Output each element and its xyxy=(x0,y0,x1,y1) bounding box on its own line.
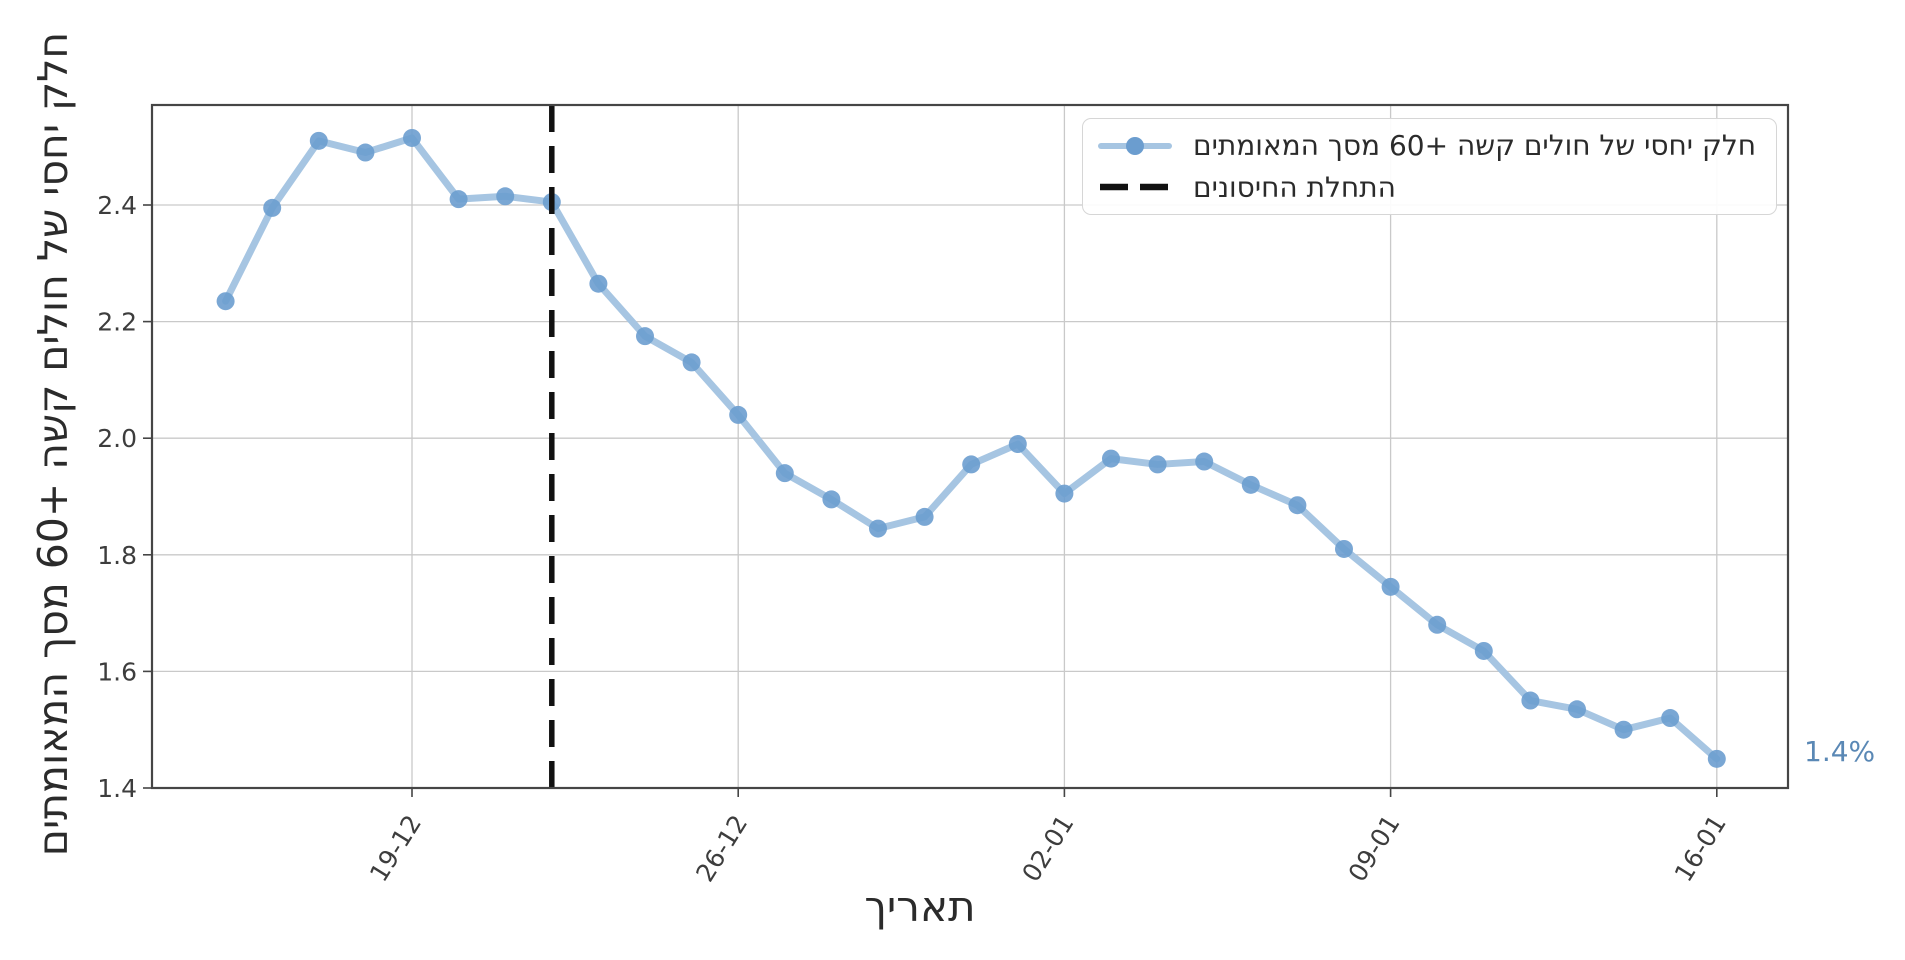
data-point xyxy=(1241,475,1260,494)
data-point xyxy=(1288,496,1307,515)
data-point xyxy=(1614,720,1633,739)
data-point xyxy=(915,507,934,526)
x-tick-label: 26-12 xyxy=(690,810,753,887)
data-point xyxy=(1055,484,1074,503)
plot-border xyxy=(150,103,1790,790)
legend: חלק יחסי של חולים קשה +60 מסך המאומתים ה… xyxy=(1082,118,1777,215)
data-point xyxy=(1335,539,1353,558)
data-point xyxy=(729,405,748,424)
legend-label-vline: התחלת החיסונים xyxy=(1193,170,1396,204)
data-point xyxy=(1661,709,1680,728)
legend-item-vline: התחלת החיסונים xyxy=(1097,167,1762,207)
y-axis-title: חלק יחסי של חולים קשה +60 מסך המאומתים xyxy=(29,31,77,857)
data-point xyxy=(1102,449,1120,468)
data-point xyxy=(309,131,328,150)
y-tick-label: 2.0 xyxy=(97,424,137,453)
data-point xyxy=(822,490,841,509)
series-line-marker-icon xyxy=(1098,136,1172,155)
data-point xyxy=(962,455,981,474)
data-point xyxy=(775,464,794,483)
data-point xyxy=(1521,691,1540,710)
end-annotation: 1.4% xyxy=(1804,735,1876,768)
x-tick-label: 16-01 xyxy=(1669,810,1732,887)
data-point xyxy=(1474,641,1493,660)
data-point xyxy=(682,353,701,372)
data-point xyxy=(1008,435,1027,454)
data-point xyxy=(1381,577,1400,596)
data-point xyxy=(636,327,654,346)
data-point xyxy=(263,198,282,217)
data-point xyxy=(356,143,375,162)
data-point xyxy=(589,274,608,293)
data-point xyxy=(216,292,235,311)
data-point xyxy=(1148,455,1167,474)
y-tick-label: 1.6 xyxy=(97,657,137,686)
series-line xyxy=(222,134,1721,763)
y-tick-label: 2.4 xyxy=(97,191,137,220)
dashed-line-icon xyxy=(1100,184,1168,191)
data-point xyxy=(869,519,887,538)
y-tick-label: 1.4 xyxy=(97,774,137,803)
legend-label-series: חלק יחסי של חולים קשה +60 מסך המאומתים xyxy=(1193,129,1757,163)
data-point xyxy=(1428,615,1447,634)
x-tick-label: 02-01 xyxy=(1016,810,1079,887)
x-tick-label: 19-12 xyxy=(364,810,427,887)
x-axis-title: תאריך xyxy=(864,882,976,931)
legend-item-series: חלק יחסי של חולים קשה +60 מסך המאומתים xyxy=(1097,126,1762,166)
data-point xyxy=(1195,452,1214,471)
data-point xyxy=(449,190,468,209)
data-point xyxy=(496,187,515,206)
data-point xyxy=(1568,700,1586,719)
y-tick-label: 2.2 xyxy=(97,308,137,337)
data-point xyxy=(1707,749,1726,768)
x-tick-label: 09-01 xyxy=(1343,810,1406,887)
y-tick-label: 1.8 xyxy=(97,541,137,570)
data-point xyxy=(403,128,421,147)
